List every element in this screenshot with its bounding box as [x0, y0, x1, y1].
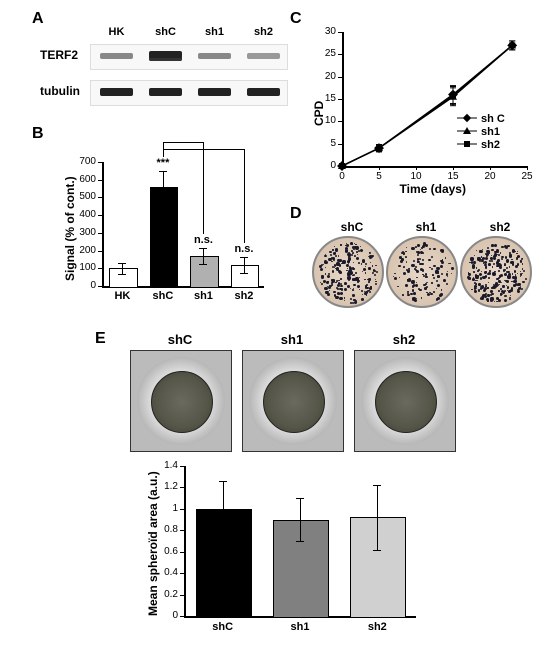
spheroid-label: sh2 [354, 332, 454, 347]
blot-band [247, 53, 280, 59]
spheroid-image [130, 350, 232, 452]
bar-cat-label: shC [146, 290, 180, 302]
blot-band [149, 88, 182, 96]
spheroid-image [354, 350, 456, 452]
blot-band [100, 88, 133, 96]
dish-label: sh1 [392, 220, 460, 234]
blot-row-label-tubulin: tubulin [40, 84, 80, 98]
panel-c-chart: 0510152025051015202530CPDTime (days)sh C… [308, 24, 533, 194]
bar-cat-label: shC [192, 621, 254, 633]
panel-b-label: B [32, 125, 44, 143]
panel-d-dishes: shC sh1 sh2 [308, 220, 533, 315]
ytick-label: 1.4 [142, 460, 178, 471]
blot-row-label-terf2: TERF2 [40, 48, 78, 62]
bar [350, 517, 406, 618]
sig-label: *** [144, 157, 182, 169]
panel-e-chart: 00.20.40.60.811.21.4Mean spheroïd area (… [142, 460, 422, 640]
blot-lane-label: HK [94, 26, 139, 38]
ytick-label: 0 [60, 280, 96, 291]
svg-text:sh C: sh C [481, 113, 505, 125]
spheroid-image [242, 350, 344, 452]
bar-cat-label: sh1 [186, 290, 220, 302]
ytick-label: 700 [60, 156, 96, 167]
svg-text:sh2: sh2 [481, 139, 500, 151]
bar [231, 265, 259, 288]
sig-label: n.s. [225, 243, 263, 255]
line-chart-svg: sh Csh1sh2 [308, 24, 533, 194]
blot-lane-label: sh2 [241, 26, 286, 38]
blot-lane-label: shC [143, 26, 188, 38]
figure-container: A HKshCsh1sh2TERF2tubulin B 010020030040… [10, 10, 540, 644]
panel-b-ylabel: Signal (% of cont.) [63, 176, 77, 281]
panel-e-spheroids: shC sh1 sh2 [130, 332, 460, 452]
spheroid-label: sh1 [242, 332, 342, 347]
dish-label: shC [318, 220, 386, 234]
bar-cat-label: sh1 [269, 621, 331, 633]
bar-cat-label: HK [105, 290, 139, 302]
blot-lane-label: sh1 [192, 26, 237, 38]
panel-e-ylabel: Mean spheroïd area (a.u.) [146, 471, 160, 616]
blot-band [198, 88, 231, 96]
sig-label: n.s. [184, 234, 222, 246]
bar [190, 256, 218, 288]
petri-dish [460, 236, 532, 308]
bar [109, 268, 137, 288]
blot-band [149, 51, 182, 61]
panel-a-blot: HKshCsh1sh2TERF2tubulin [40, 26, 270, 114]
panel-b-chart: 0100200300400500600700Signal (% of cont.… [60, 138, 270, 308]
petri-dish [386, 236, 458, 308]
bar-cat-label: sh2 [346, 621, 408, 633]
panel-e-label: E [95, 330, 106, 348]
spheroid-label: shC [130, 332, 230, 347]
panel-c-label: C [290, 10, 302, 28]
svg-text:sh1: sh1 [481, 126, 500, 138]
blot-band [247, 88, 280, 96]
panel-d-label: D [290, 205, 302, 223]
blot-band [198, 53, 231, 59]
petri-dish [312, 236, 384, 308]
bar [196, 509, 252, 618]
blot-band [100, 53, 133, 59]
bar-cat-label: sh2 [227, 290, 261, 302]
dish-label: sh2 [466, 220, 534, 234]
